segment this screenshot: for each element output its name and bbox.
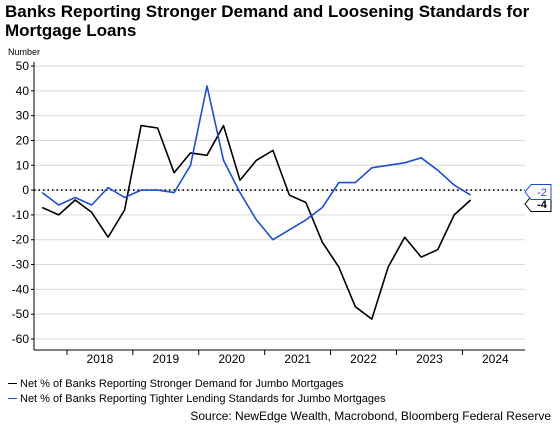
- x-tick-label: 2019: [152, 352, 179, 366]
- x-tick-label: 2018: [87, 352, 114, 366]
- y-tick-label: -30: [12, 258, 30, 272]
- y-tick-label: -40: [12, 282, 30, 296]
- x-tick-label: 2022: [350, 352, 377, 366]
- legend-label-standards: Net % of Banks Reporting Tighter Lending…: [20, 392, 386, 405]
- y-tick-label: -60: [12, 332, 30, 346]
- y-tick-label: 20: [16, 133, 30, 147]
- x-tick-label: 2021: [284, 352, 311, 366]
- y-tick-label: -20: [12, 233, 30, 247]
- series-line-demand: [41, 124, 472, 320]
- y-axis-unit-label: Number: [8, 47, 41, 57]
- legend-label-demand: Net % of Banks Reporting Stronger Demand…: [20, 377, 344, 390]
- y-tick-label: 40: [16, 84, 30, 98]
- source-note: Source: NewEdge Wealth, Macrobond, Bloom…: [190, 409, 551, 423]
- y-tick-label: 10: [16, 158, 30, 172]
- y-tick-label: -50: [12, 307, 30, 321]
- end-value-label-demand: -4: [537, 199, 548, 211]
- legend-item-standards: Net % of Banks Reporting Tighter Lending…: [8, 391, 386, 406]
- y-tick-label: 0: [22, 183, 29, 197]
- chart-title: Banks Reporting Stronger Demand and Loos…: [5, 2, 530, 40]
- line-chart: 50 40 30 20 10 0 -10 -20 -30 -40 -50 -60 2018 2019 202…: [12, 59, 552, 366]
- y-tick-label: -10: [12, 208, 30, 222]
- series-line-standards: [41, 85, 472, 241]
- legend-swatch-demand: [8, 383, 17, 384]
- x-tick-label: 2023: [416, 352, 443, 366]
- y-tick-label: 50: [16, 59, 30, 73]
- legend-swatch-standards: [8, 398, 17, 399]
- x-tick-label: 2020: [218, 352, 245, 366]
- end-value-callout-standards: [524, 184, 552, 201]
- x-tick-label: 2024: [482, 352, 509, 366]
- end-value-label-standards: -2: [537, 187, 547, 199]
- legend: Net % of Banks Reporting Stronger Demand…: [8, 376, 386, 406]
- y-tick-label: 30: [16, 109, 30, 123]
- legend-item-demand: Net % of Banks Reporting Stronger Demand…: [8, 376, 386, 391]
